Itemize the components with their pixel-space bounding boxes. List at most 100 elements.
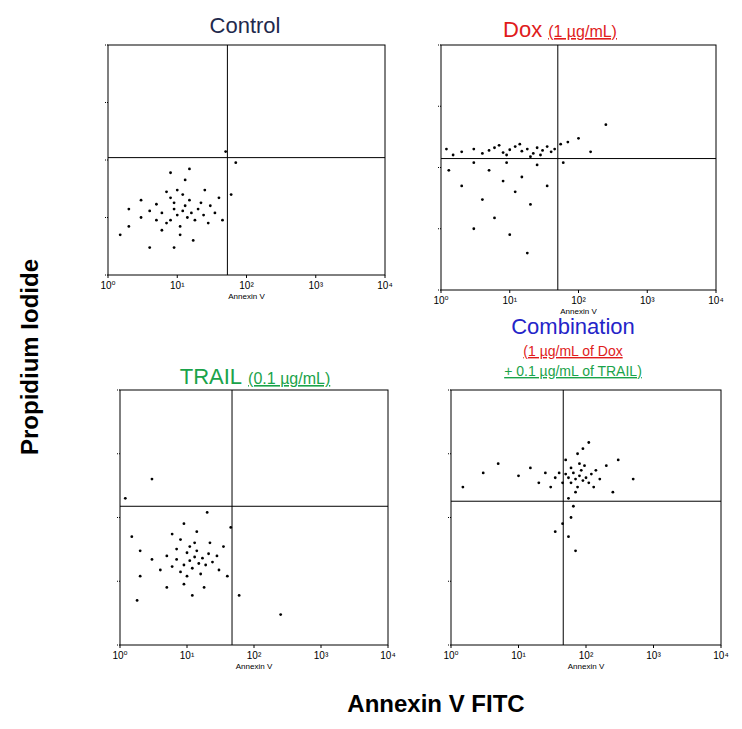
event-dot bbox=[171, 565, 174, 568]
event-dot bbox=[200, 201, 203, 204]
plot-frame bbox=[451, 390, 721, 645]
subtitle-text: (1 µg/mL) bbox=[548, 23, 617, 40]
event-dot bbox=[580, 469, 583, 472]
title-text: Dox bbox=[503, 17, 542, 42]
event-dot bbox=[179, 538, 182, 541]
event-dot bbox=[183, 564, 186, 567]
event-dot bbox=[184, 204, 187, 207]
plot-area bbox=[120, 390, 388, 645]
event-dot bbox=[151, 558, 154, 561]
panel: Combination(1 µg/mL of Dox+ 0.1 µg/mL of… bbox=[443, 314, 728, 671]
x-tick bbox=[254, 645, 255, 648]
quadrant-line-vertical bbox=[227, 45, 228, 275]
event-dot bbox=[572, 472, 575, 475]
title-text: Control bbox=[210, 13, 281, 38]
x-tick-label: 10² bbox=[247, 650, 262, 661]
event-dot bbox=[611, 491, 614, 494]
x-tick-label: 10⁰ bbox=[433, 295, 448, 306]
x-tick-label: 10³ bbox=[646, 650, 661, 661]
event-dot bbox=[183, 522, 186, 525]
plot-area bbox=[441, 45, 716, 290]
event-dot bbox=[171, 533, 174, 536]
event-dot bbox=[514, 190, 517, 193]
event-dot bbox=[559, 143, 562, 146]
y-tick bbox=[105, 217, 108, 218]
event-dot bbox=[201, 557, 204, 560]
event-dot bbox=[502, 180, 505, 183]
event-dot bbox=[585, 476, 588, 479]
y-tick bbox=[105, 45, 108, 46]
event-dot bbox=[226, 575, 229, 578]
event-dot bbox=[188, 199, 191, 202]
event-dot bbox=[582, 479, 585, 482]
event-dot bbox=[529, 203, 532, 206]
event-dot bbox=[160, 229, 163, 232]
event-dot bbox=[211, 561, 214, 564]
event-dot bbox=[576, 486, 579, 489]
event-dot bbox=[203, 586, 206, 589]
event-dot bbox=[165, 222, 168, 225]
event-dot bbox=[175, 558, 178, 561]
event-dot bbox=[204, 564, 207, 567]
subtitle-text: + 0.1 µg/mL of TRAIL) bbox=[504, 363, 642, 379]
event-dot bbox=[481, 152, 484, 155]
event-dot bbox=[539, 154, 542, 157]
x-tick bbox=[246, 275, 247, 278]
event-dot bbox=[238, 594, 241, 597]
x-tick-label: 10³ bbox=[640, 295, 655, 306]
y-tick bbox=[438, 106, 441, 107]
event-dot bbox=[139, 575, 142, 578]
y-tick bbox=[448, 581, 451, 582]
event-dot bbox=[505, 161, 508, 164]
event-dot bbox=[124, 497, 127, 500]
event-dot bbox=[148, 210, 151, 213]
event-dot bbox=[175, 548, 178, 551]
quadrant-line-vertical bbox=[557, 45, 558, 290]
event-dot bbox=[140, 199, 143, 202]
event-dot bbox=[139, 549, 142, 552]
event-dot bbox=[481, 198, 484, 201]
event-dot bbox=[188, 545, 191, 548]
x-tick-label: 10⁴ bbox=[713, 650, 728, 661]
event-dot bbox=[567, 476, 570, 479]
plot-frame bbox=[120, 390, 388, 645]
event-dot bbox=[488, 149, 491, 152]
x-tick-label: 10⁰ bbox=[100, 280, 115, 291]
event-dot bbox=[151, 478, 154, 481]
event-dot bbox=[197, 562, 200, 565]
event-dot bbox=[186, 575, 189, 578]
x-tick-label: 10⁴ bbox=[380, 650, 395, 661]
event-dot bbox=[224, 150, 227, 153]
y-tick bbox=[117, 645, 120, 646]
plot-area bbox=[108, 45, 385, 275]
event-dot bbox=[488, 169, 491, 172]
event-dot bbox=[181, 193, 184, 196]
event-dot bbox=[165, 586, 168, 589]
x-tick bbox=[518, 645, 519, 648]
panel: TRAIL(0.1 µg/mL)10⁰10¹10²10³10⁴Annexin V bbox=[112, 364, 395, 671]
event-dot bbox=[159, 569, 162, 572]
event-dot bbox=[493, 217, 496, 220]
event-dot bbox=[576, 452, 579, 455]
event-dot bbox=[165, 190, 168, 193]
event-dot bbox=[199, 573, 202, 576]
y-tick bbox=[448, 390, 451, 391]
event-dot bbox=[505, 154, 508, 157]
y-tick bbox=[117, 390, 120, 391]
event-dot bbox=[193, 541, 196, 544]
event-dot bbox=[572, 505, 575, 508]
plot-frame bbox=[108, 45, 385, 275]
figure-x-label: Annexin V FITC bbox=[347, 690, 524, 717]
x-tick-label: 10³ bbox=[314, 650, 329, 661]
event-dot bbox=[186, 216, 189, 219]
event-dot bbox=[497, 462, 500, 465]
event-dot bbox=[119, 233, 122, 236]
y-tick bbox=[105, 275, 108, 276]
event-dot bbox=[148, 246, 151, 249]
event-dot bbox=[165, 554, 168, 557]
event-dot bbox=[604, 123, 607, 126]
event-dot bbox=[514, 145, 517, 148]
event-dot bbox=[526, 252, 529, 255]
event-dot bbox=[460, 185, 463, 188]
subtitle-text: (0.1 µg/mL) bbox=[248, 370, 330, 387]
